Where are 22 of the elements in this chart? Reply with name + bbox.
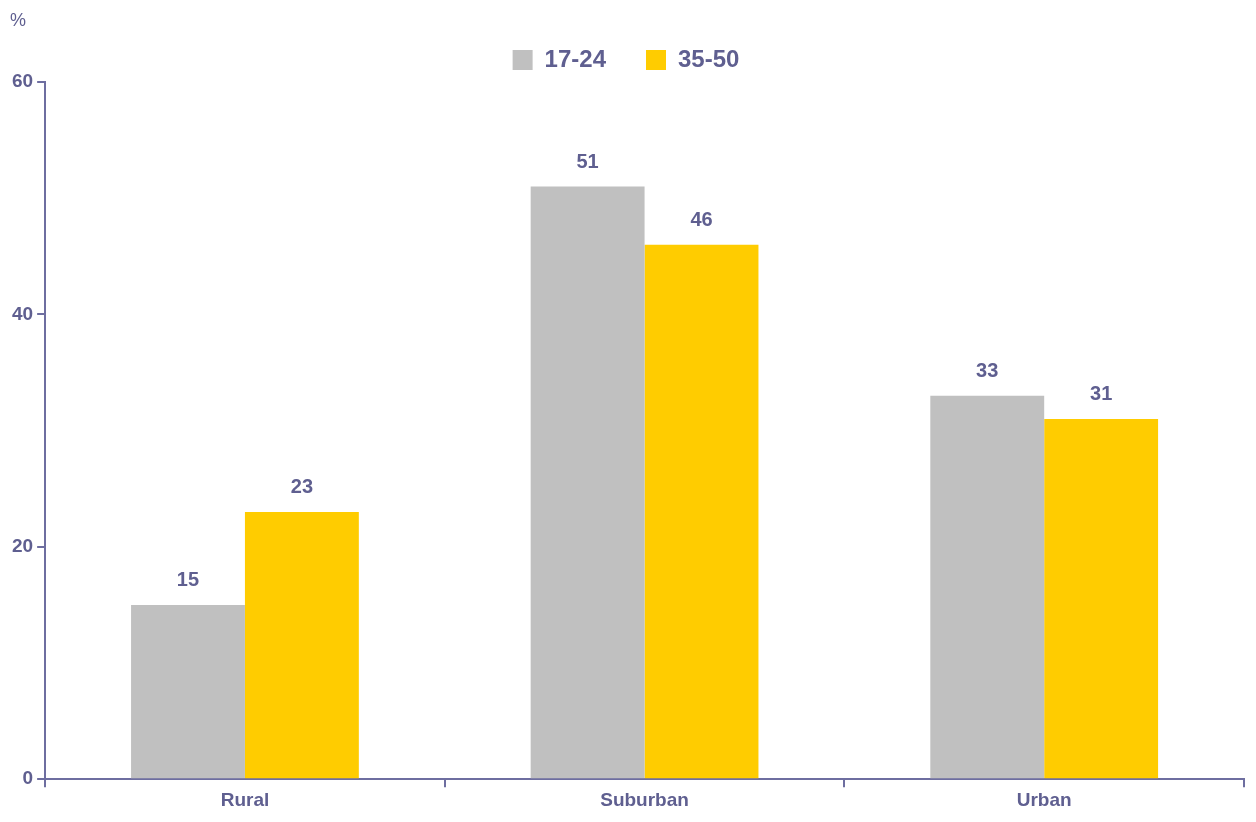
bar — [131, 604, 245, 779]
y-axis-title: % — [9, 9, 27, 30]
data-label: 15 — [176, 568, 200, 591]
data-label: 51 — [576, 150, 599, 173]
y-tick-label: 40 — [11, 302, 34, 324]
y-tick-label: 20 — [11, 535, 34, 557]
bar — [1044, 418, 1159, 779]
legend-label: 35-50 — [678, 44, 740, 72]
x-tick-label: Rural — [220, 788, 270, 810]
data-label: 33 — [976, 359, 999, 382]
data-label: 46 — [690, 208, 713, 231]
bar — [930, 395, 1045, 779]
bar — [530, 186, 645, 779]
x-tick-label: Suburban — [600, 788, 689, 810]
data-label: 23 — [290, 475, 314, 498]
x-tick-label: Urban — [1016, 788, 1072, 810]
y-tick-label: 0 — [22, 767, 34, 789]
data-label: 31 — [1090, 382, 1113, 405]
bar — [244, 511, 359, 779]
bar — [644, 244, 759, 779]
legend-label: 17-24 — [544, 44, 607, 72]
y-tick-label: 60 — [11, 70, 34, 92]
